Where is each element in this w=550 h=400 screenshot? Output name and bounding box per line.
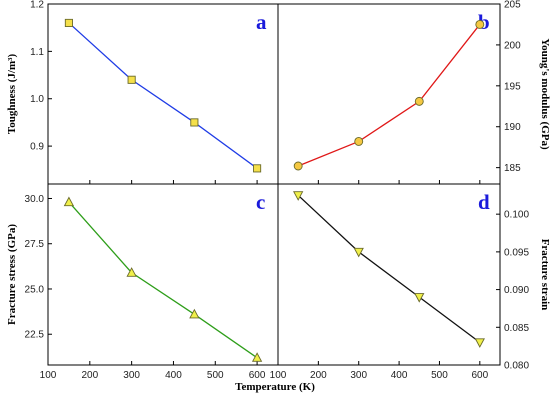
y-tick-label: 27.5 [25, 239, 45, 250]
y-axis-title: Fracture stress (GPa) [6, 224, 18, 325]
y-tick-label: 0.9 [30, 142, 44, 153]
plot-frame [47, 3, 279, 185]
data-point [474, 338, 485, 348]
plot-frame [47, 183, 279, 366]
panel-c: 100 200 300 400 500 600 22.5 25.0 27.5 30.0 Fractu… [6, 183, 279, 381]
y-tick-label: 190 [504, 122, 521, 133]
shared-x-axis-title: Temperature (K) [235, 381, 315, 393]
data-point [414, 293, 425, 303]
y-tick-label: 200 [504, 40, 521, 51]
y-tick-label: 1.0 [30, 94, 44, 105]
x-tick-label: 300 [123, 370, 140, 381]
x-tick-label: 200 [310, 370, 327, 381]
panel-letter: c [256, 190, 265, 214]
data-point [293, 191, 304, 201]
x-tick-label: 400 [165, 370, 182, 381]
x-tick-label: 200 [81, 370, 98, 381]
data-point [189, 308, 200, 319]
panel-d: 100 200 300 400 500 600 0.080 0.085 0.090 0.095 0.… [270, 183, 550, 381]
y-tick-label: 25.0 [25, 284, 45, 295]
data-point [353, 247, 364, 258]
plot-frame [277, 183, 501, 366]
data-point [251, 352, 263, 362]
x-tick-label: 600 [471, 370, 488, 381]
panel-a: 0.9 1.0 1.1 1.2 Toughness (J/m³) a [6, 0, 279, 185]
x-tick-label: 100 [270, 370, 287, 381]
series-line [68, 22, 258, 169]
data-point [127, 75, 136, 84]
data-point [64, 18, 73, 27]
x-tick-label: 100 [40, 370, 57, 381]
y-axis-title: Fracture strain [539, 239, 550, 311]
series-line [297, 24, 481, 167]
data-point [190, 118, 199, 127]
y-axis-title: Toughness (J/m³) [6, 54, 18, 135]
data-point [293, 161, 303, 171]
y-tick-label: 0.090 [504, 285, 529, 296]
data-point [253, 164, 262, 173]
data-point [414, 96, 424, 106]
x-tick-label: 500 [431, 370, 448, 381]
y-tick-label: 1.1 [30, 47, 44, 58]
data-point [354, 137, 364, 146]
data-point [475, 20, 485, 29]
y-tick-label: 22.5 [25, 330, 45, 341]
data-point [126, 267, 137, 277]
y-tick-label: 0.085 [504, 323, 529, 334]
y-tick-label: 0.080 [504, 361, 529, 372]
y-tick-label: 185 [504, 163, 521, 174]
y-tick-label: 205 [504, 0, 521, 11]
panels-group: 0.9 1.0 1.1 1.2 Toughness (J/m³) a 185 190 195 20… [6, 0, 550, 381]
data-point [63, 196, 75, 207]
panel-letter: d [478, 190, 490, 214]
x-tick-label: 500 [207, 370, 224, 381]
y-tick-label: 30.0 [25, 194, 45, 205]
y-tick-label: 0.095 [504, 247, 529, 258]
x-tick-label: 400 [391, 370, 408, 381]
series-line [68, 201, 258, 359]
y-tick-label: 1.2 [30, 0, 44, 11]
series-line [297, 194, 481, 343]
x-tick-label: 300 [350, 370, 367, 381]
panel-letter: a [256, 10, 267, 34]
y-tick-label: 195 [504, 81, 521, 92]
panel-b: 185 190 195 200 205 Young's modulus (GPa) b [277, 0, 550, 185]
x-tick-label: 600 [249, 370, 266, 381]
y-tick-label: 0.100 [504, 210, 529, 221]
plot-frame [277, 3, 501, 185]
y-axis-title: Young's modulus (GPa) [539, 38, 550, 150]
panel-letter: b [478, 10, 490, 34]
